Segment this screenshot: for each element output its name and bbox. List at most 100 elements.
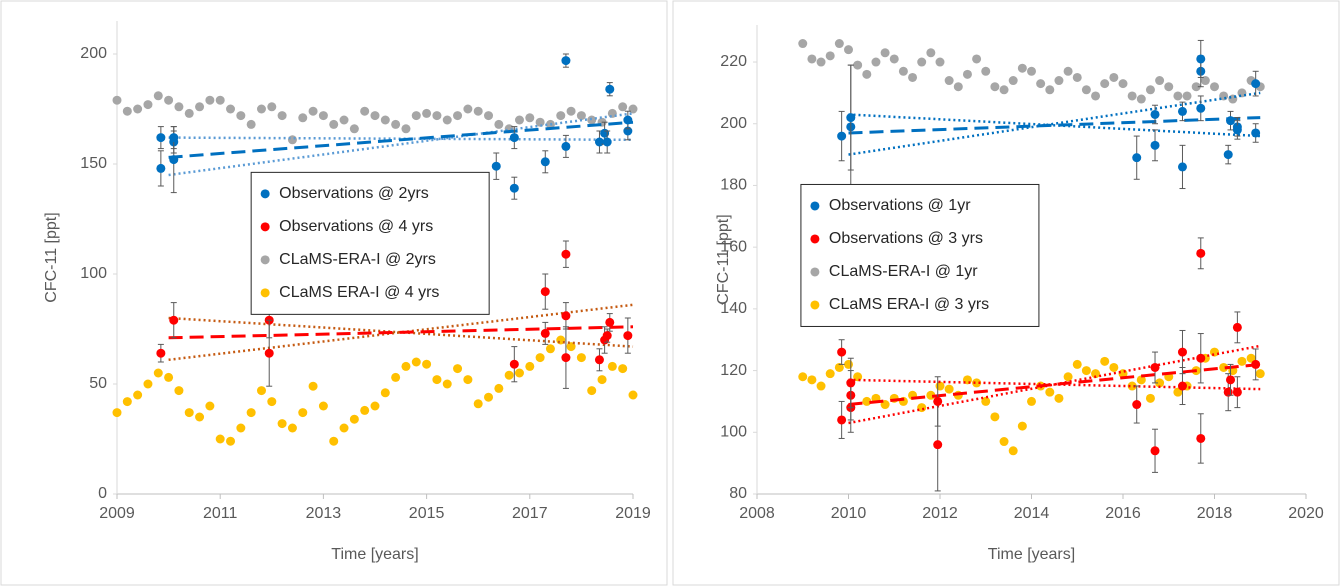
data-point bbox=[561, 56, 571, 66]
data-point bbox=[360, 405, 370, 415]
data-point bbox=[628, 104, 638, 114]
data-point bbox=[226, 104, 236, 114]
data-point bbox=[1173, 91, 1183, 101]
x-axis-title: Time [years] bbox=[988, 546, 1075, 563]
data-point bbox=[1109, 72, 1119, 82]
data-point bbox=[473, 399, 483, 409]
data-point bbox=[122, 397, 132, 407]
data-point bbox=[1173, 387, 1183, 397]
data-point bbox=[287, 135, 297, 145]
data-point bbox=[1200, 76, 1210, 86]
data-point bbox=[1127, 91, 1137, 101]
data-point bbox=[926, 48, 936, 58]
legend-label: CLaMS ERA-I @ 4 yrs bbox=[279, 284, 439, 301]
data-point bbox=[1063, 372, 1073, 382]
data-point bbox=[1008, 76, 1018, 86]
legend-label: Observations @ 3 yrs bbox=[829, 230, 983, 247]
data-point bbox=[236, 423, 246, 433]
data-point bbox=[972, 378, 982, 388]
data-point bbox=[422, 359, 432, 369]
data-point bbox=[494, 119, 504, 129]
data-point bbox=[594, 137, 604, 147]
data-point bbox=[972, 54, 982, 64]
data-point bbox=[143, 100, 153, 110]
data-point bbox=[990, 412, 1000, 422]
data-point bbox=[380, 388, 390, 398]
data-point bbox=[1155, 378, 1165, 388]
data-point bbox=[798, 372, 808, 382]
data-point bbox=[509, 183, 519, 193]
data-point bbox=[1237, 356, 1247, 366]
trend-line bbox=[848, 362, 1261, 407]
data-point bbox=[1063, 66, 1073, 76]
data-point bbox=[215, 95, 225, 105]
data-point bbox=[837, 131, 847, 141]
data-point bbox=[112, 408, 122, 418]
data-point bbox=[169, 155, 179, 165]
data-point bbox=[370, 401, 380, 411]
data-point bbox=[1155, 76, 1165, 86]
data-point bbox=[1100, 79, 1110, 89]
x-tick-label: 2020 bbox=[1288, 505, 1324, 522]
y-axis-title: CFC-11 [ppt] bbox=[715, 214, 732, 304]
data-point bbox=[1054, 393, 1064, 403]
data-point bbox=[889, 54, 899, 64]
y-tick-label: 220 bbox=[720, 53, 747, 70]
data-point bbox=[908, 72, 918, 82]
data-point bbox=[999, 437, 1009, 447]
legend-marker bbox=[810, 267, 820, 277]
data-point bbox=[880, 48, 890, 58]
x-tick-label: 2018 bbox=[1197, 505, 1233, 522]
data-point bbox=[605, 84, 615, 94]
data-point bbox=[1036, 79, 1046, 89]
y-tick-label: 200 bbox=[80, 45, 107, 62]
legend-label: Observations @ 1yr bbox=[829, 197, 971, 214]
data-point bbox=[256, 104, 266, 114]
data-point bbox=[962, 69, 972, 79]
data-point bbox=[871, 57, 881, 67]
data-point bbox=[164, 372, 174, 382]
data-point bbox=[349, 124, 359, 134]
data-point bbox=[184, 108, 194, 118]
data-point bbox=[1177, 162, 1187, 172]
data-point bbox=[1054, 76, 1064, 86]
legend-label: CLaMS-ERA-I @ 2yrs bbox=[279, 251, 436, 268]
data-point bbox=[298, 113, 308, 123]
data-point bbox=[514, 115, 524, 125]
data-point bbox=[1150, 140, 1160, 150]
data-point bbox=[277, 111, 287, 121]
data-point bbox=[618, 364, 628, 374]
data-point bbox=[318, 111, 328, 121]
data-point bbox=[990, 82, 1000, 92]
trend-line bbox=[168, 120, 634, 159]
data-point bbox=[602, 137, 612, 147]
data-point bbox=[1226, 116, 1236, 126]
y-tick-label: 100 bbox=[720, 424, 747, 441]
data-point bbox=[600, 128, 610, 138]
trend-line bbox=[848, 113, 1261, 138]
data-point bbox=[1027, 66, 1036, 76]
data-point bbox=[816, 57, 826, 67]
data-point bbox=[391, 372, 401, 382]
data-point bbox=[246, 408, 256, 418]
x-tick-label: 2015 bbox=[409, 505, 445, 522]
data-point bbox=[174, 102, 184, 112]
data-point bbox=[535, 117, 545, 127]
data-point bbox=[1164, 82, 1174, 92]
data-point bbox=[535, 353, 545, 363]
data-point bbox=[556, 111, 566, 121]
data-point bbox=[981, 396, 991, 406]
data-point bbox=[349, 414, 359, 424]
y-tick-label: 180 bbox=[720, 177, 747, 194]
data-point bbox=[308, 106, 318, 116]
legend-label: CLaMS ERA-I @ 3 yrs bbox=[829, 296, 989, 313]
data-point bbox=[1127, 381, 1137, 391]
y-tick-label: 140 bbox=[720, 300, 747, 317]
data-point bbox=[1132, 153, 1142, 163]
data-point bbox=[422, 108, 432, 118]
data-point bbox=[566, 106, 576, 116]
data-point bbox=[1196, 54, 1206, 64]
trend-line bbox=[168, 325, 634, 340]
data-point bbox=[205, 401, 215, 411]
